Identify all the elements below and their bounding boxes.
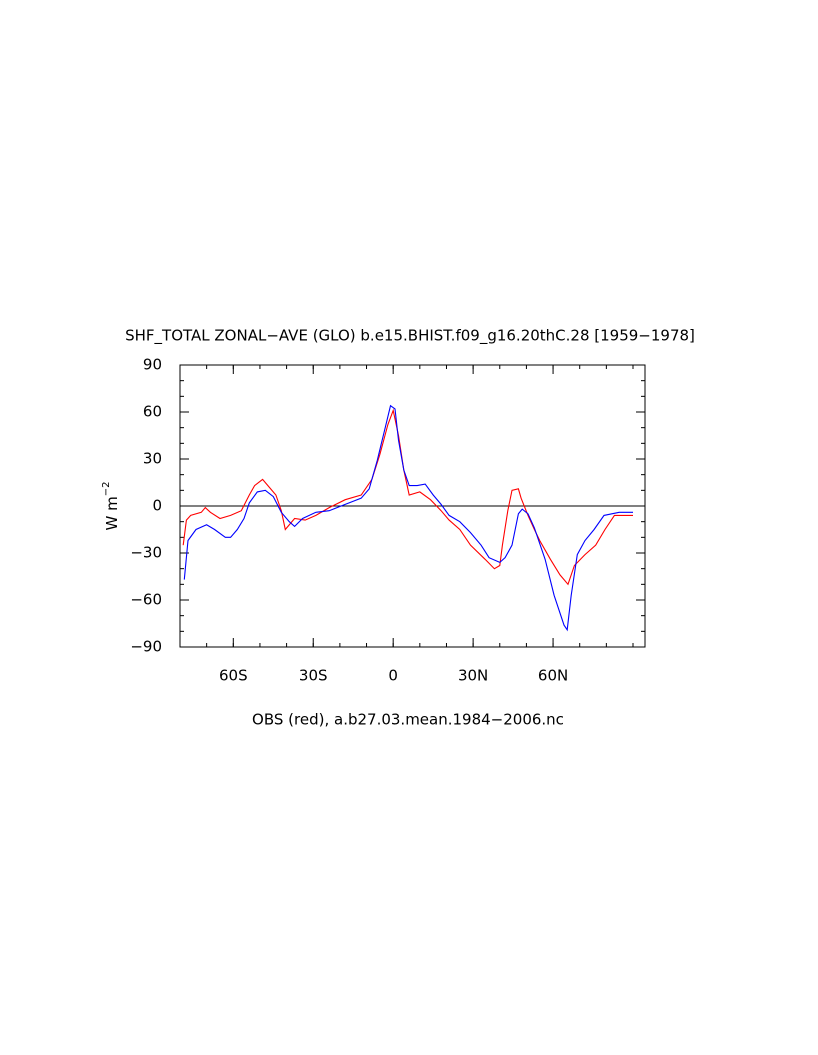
y-tick-label: 90 — [143, 356, 162, 374]
chart-title: SHF_TOTAL ZONAL−AVE (GLO) b.e15.BHIST.f0… — [125, 327, 695, 346]
y-tick-label: 30 — [143, 450, 162, 468]
x-tick-label: 60S — [219, 667, 248, 685]
y-axis-label-text: W m — [103, 496, 121, 530]
x-tick-label: 0 — [388, 667, 398, 685]
x-tick-label: 60N — [538, 667, 568, 685]
x-tick-label: 30S — [299, 667, 328, 685]
y-axis-label: W m−2 — [101, 482, 121, 531]
x-tick-label: 30N — [458, 667, 488, 685]
y-tick-label: 0 — [152, 497, 162, 515]
y-tick-label: 60 — [143, 403, 162, 421]
series-line — [182, 408, 633, 586]
y-axis-label-sup: −2 — [101, 482, 112, 497]
y-tick-label: −30 — [130, 544, 162, 562]
chart-subtitle: OBS (red), a.b27.03.mean.1984−2006.nc — [252, 711, 564, 729]
series-line — [183, 404, 633, 632]
y-tick-label: −90 — [130, 638, 162, 656]
y-tick-label: −60 — [130, 591, 162, 609]
